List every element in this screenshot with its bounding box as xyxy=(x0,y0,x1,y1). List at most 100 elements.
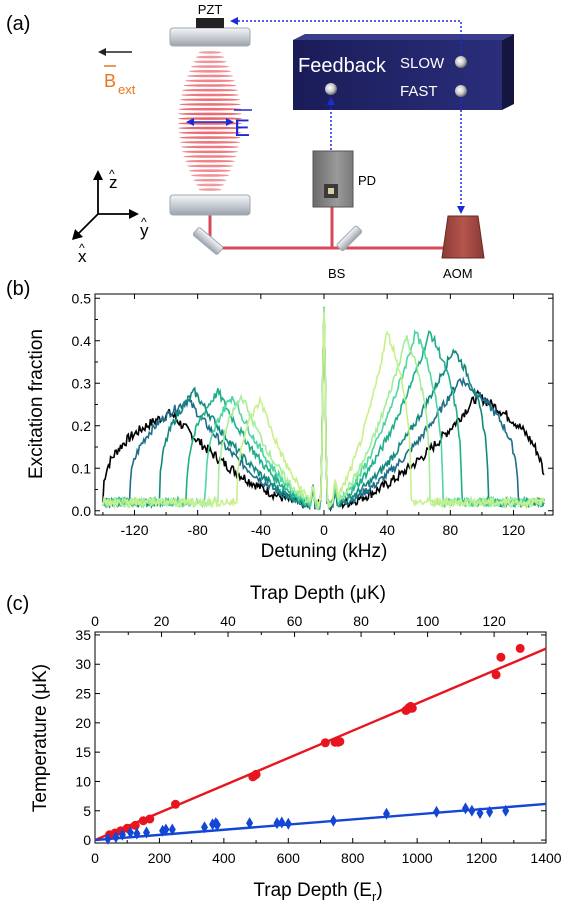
lattice-fringe xyxy=(195,55,225,59)
panel-c-y-tick-label: 0 xyxy=(83,832,91,848)
panel-c-label: (c) xyxy=(6,593,29,615)
panel-c-blue-point xyxy=(278,816,286,829)
lattice-fringe xyxy=(198,51,222,54)
x-axis-label: x xyxy=(78,247,87,266)
lattice-fringe xyxy=(178,131,242,135)
coordinate-axes xyxy=(75,176,133,237)
panel-b-y-tick-label: 0.3 xyxy=(72,375,92,391)
panel-b-x-tick-label: -120 xyxy=(120,522,148,538)
panel-c-red-point xyxy=(496,652,506,662)
panel-c-top-tick-label: 100 xyxy=(416,613,440,629)
photodiode xyxy=(312,150,354,208)
panel-c-blue-point xyxy=(118,828,126,841)
panel-c-top-tick-label: 120 xyxy=(482,613,506,629)
beam-splitter xyxy=(336,225,363,252)
panel-c-blue-point xyxy=(162,823,170,836)
lattice-fringe xyxy=(188,70,232,73)
panel-c-top-tick-label: 40 xyxy=(220,613,236,629)
lattice-fringe xyxy=(181,93,239,97)
lattice-fringe xyxy=(180,141,240,144)
panel-c-blue-point xyxy=(168,823,176,836)
z-axis-hat: ^ xyxy=(109,167,115,181)
panel-c-y-tick-label: 5 xyxy=(83,803,91,819)
lattice-fringe xyxy=(190,174,230,177)
panel-c-x-tick-label: 400 xyxy=(212,850,236,866)
lattice-fringe xyxy=(195,183,225,187)
e-field-arrow xyxy=(186,118,234,126)
optical-lattice xyxy=(178,51,242,191)
panel-c-y-tick-label: 10 xyxy=(75,773,91,789)
fast-output-knob xyxy=(455,85,467,97)
panel-c-blue-point xyxy=(383,807,390,820)
panel-c-red-point xyxy=(407,703,417,713)
panel-c-blue-point xyxy=(329,814,337,827)
panel-c-red-point xyxy=(145,814,155,824)
panel-b-y-tick-label: 0.2 xyxy=(72,418,92,434)
panel-c-blue-point xyxy=(502,804,510,817)
panel-c-top-tick-label: 80 xyxy=(353,613,369,629)
panel-c-series xyxy=(104,643,525,845)
slow-output-knob xyxy=(455,56,467,68)
panel-c-blue-point xyxy=(284,817,292,830)
fold-mirror xyxy=(192,227,224,255)
panel-b-y-tick-label: 0.4 xyxy=(72,333,92,349)
lattice-fringe xyxy=(198,188,222,191)
lattice-fringe xyxy=(186,164,234,168)
panel-c-red-point xyxy=(491,670,501,680)
y-axis-hat: ^ xyxy=(141,215,147,229)
lattice-fringe xyxy=(188,169,232,172)
feedback-input-knob xyxy=(325,83,337,95)
pzt-label: PZT xyxy=(198,2,223,17)
panel-b-x-axis-title: Detuning (kHz) xyxy=(261,541,388,562)
panel-b-series xyxy=(102,306,545,512)
panel-b-spectrum-line xyxy=(102,312,545,510)
panel-b-y-tick-label: 0.5 xyxy=(72,290,92,306)
lattice-fringe xyxy=(185,159,235,163)
panel-c-blue-point xyxy=(462,802,469,815)
panel-b-spectrum-chart: (b) -120 -80 -40 0 40 80 120 0.0 0.1 0.2 0.3 0.4 0.5… xyxy=(6,278,554,562)
panel-c-x-tick-label: 0 xyxy=(91,850,99,866)
panel-c-top-tick-label: 20 xyxy=(154,613,170,629)
panel-c-x-tick-label: 800 xyxy=(341,850,365,866)
panel-c-y-tick-label: 35 xyxy=(75,627,91,643)
panel-b-x-tick-label: -80 xyxy=(188,522,208,538)
panel-c-y-tick-label: 20 xyxy=(75,715,91,731)
lattice-fringe xyxy=(182,150,238,154)
slow-label: SLOW xyxy=(400,55,445,72)
aom-label: AOM xyxy=(443,266,473,281)
lattice-fringe xyxy=(181,145,239,149)
panel-b-x-tick-label: 80 xyxy=(443,522,459,538)
panel-c-top-tick-label: 0 xyxy=(91,613,99,629)
pzt-actuator xyxy=(196,18,224,28)
z-axis-label: z xyxy=(109,173,118,192)
panel-c-blue-point xyxy=(112,831,120,844)
panel-c-blue-point xyxy=(273,817,281,830)
panel-a-apparatus: (a) PZT B ext xyxy=(6,2,514,281)
panel-c-blue-point xyxy=(201,821,208,834)
panel-c-red-point xyxy=(251,769,261,779)
panel-c-x-tick-label: 600 xyxy=(277,850,301,866)
panel-c-x-axis-title: Trap Depth (Er) xyxy=(253,880,382,904)
panel-c-y-axis-title: Temperature (μK) xyxy=(30,664,51,812)
panel-c-blue-point xyxy=(246,817,254,830)
e-field-label: E xyxy=(234,115,250,142)
panel-c-y-tick-label: 30 xyxy=(75,656,91,672)
lattice-fringe xyxy=(179,103,241,106)
lattice-fringe xyxy=(193,178,227,182)
panel-c-y-tick-label: 15 xyxy=(75,744,91,760)
panel-c-red-point xyxy=(335,737,345,747)
panel-c-top-axis-title: Trap Depth (μK) xyxy=(250,583,386,604)
lattice-fringe xyxy=(178,117,242,120)
panel-c-blue-point xyxy=(468,804,476,817)
panel-c-blue-point xyxy=(133,827,141,840)
lattice-fringe xyxy=(178,112,242,116)
panel-c-x-tick-label: 1200 xyxy=(466,850,497,866)
lattice-fringe xyxy=(180,98,240,101)
panel-b-x-tick-label: 0 xyxy=(320,522,328,538)
top-mirror xyxy=(169,27,251,47)
bext-arrow xyxy=(98,48,132,56)
panel-c-red-point xyxy=(320,738,330,748)
panel-c-fit-line xyxy=(94,647,547,842)
